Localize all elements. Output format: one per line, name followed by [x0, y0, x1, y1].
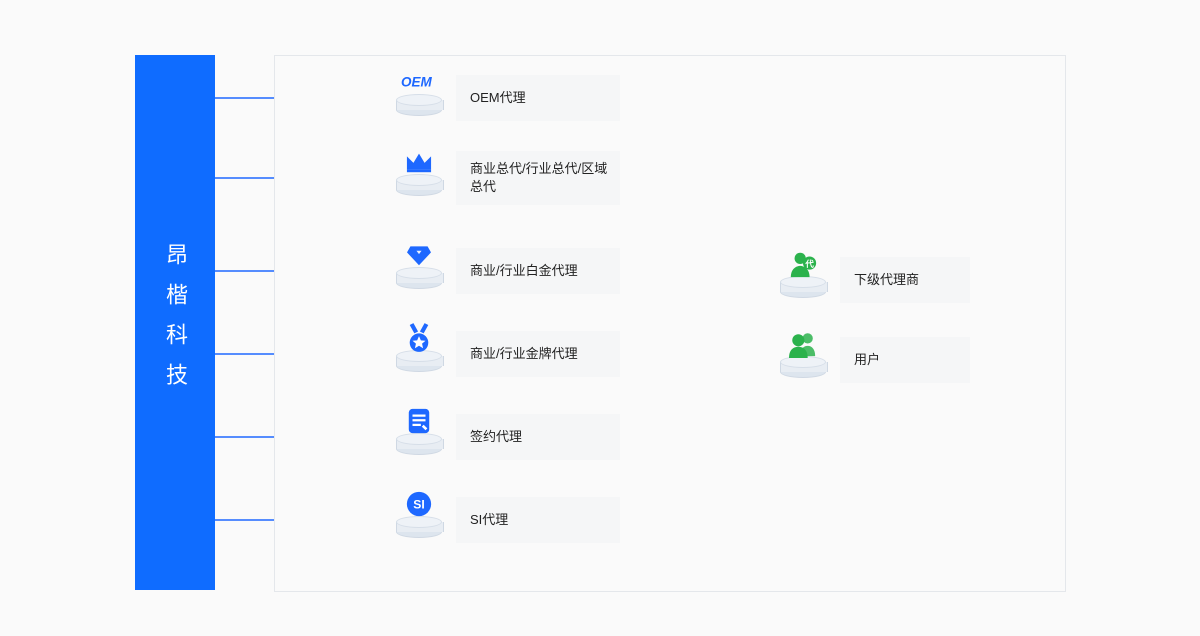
right-user-users-icon [785, 328, 821, 360]
mid-oem-label: OEM代理 [456, 75, 620, 121]
mid-platinum-diamond-icon [401, 239, 437, 271]
mid-master-crown-icon [401, 146, 437, 178]
right-sub_agent-agent-badge-icon: 代 [785, 248, 821, 280]
content-panel [274, 55, 1066, 592]
svg-text:代: 代 [804, 259, 814, 269]
right-sub_agent-label: 下级代理商 [840, 257, 970, 303]
svg-text:OEM: OEM [401, 75, 433, 90]
svg-text:SI: SI [413, 498, 424, 512]
mid-si-label: SI代理 [456, 497, 620, 543]
mid-signed-label: 签约代理 [456, 414, 620, 460]
source-company-label: 昂楷科技 [159, 243, 191, 403]
mid-gold-medal-icon [401, 322, 437, 354]
mid-gold-label: 商业/行业金牌代理 [456, 331, 620, 377]
right-user-label: 用户 [840, 337, 970, 383]
diagram-stage: 昂楷科技 OEM OEM代理 商业总代/行业总代/区域总代 商业/行业白金代理 … [0, 0, 1200, 636]
mid-master-label: 商业总代/行业总代/区域总代 [456, 151, 620, 205]
mid-platinum-label: 商业/行业白金代理 [456, 248, 620, 294]
source-company-block: 昂楷科技 [135, 55, 215, 590]
mid-signed-form-icon [401, 405, 437, 437]
mid-oem-oem-text-icon: OEM [401, 66, 437, 98]
mid-si-si-badge-icon: SI [401, 488, 437, 520]
